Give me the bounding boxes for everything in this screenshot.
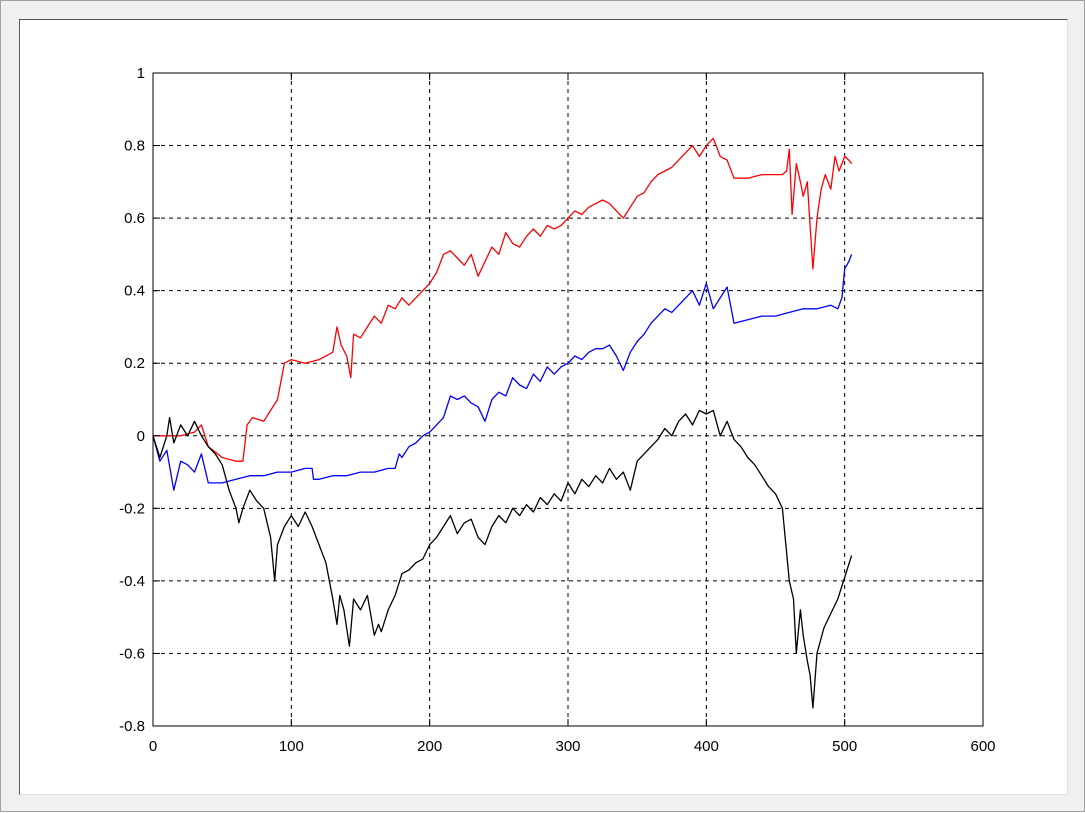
x-tick-label: 400: [694, 738, 719, 755]
series-lines: [152, 137, 853, 709]
series-line: [152, 409, 853, 709]
y-tick-label: -0.8: [119, 718, 145, 735]
x-tick-label: 100: [279, 738, 304, 755]
y-tick-label: 0.4: [124, 283, 145, 300]
series-line: [152, 254, 853, 491]
y-tick-label: 0: [137, 428, 145, 445]
x-tick-label: 200: [417, 738, 442, 755]
tick-labels: 0 100 200 300 400 500 600 -0.8 -0.6 -0.4 -0.2 0 0.2 0…: [119, 65, 995, 755]
x-tick-label: 600: [970, 738, 995, 755]
x-tick-label: 300: [555, 738, 580, 755]
x-tick-label: 500: [832, 738, 857, 755]
y-tick-label: 0.8: [124, 138, 145, 155]
series-line: [153, 137, 853, 462]
grid-lines: [153, 73, 983, 726]
y-tick-label: 1: [137, 65, 145, 82]
axis-ticks: [152, 72, 984, 727]
y-tick-label: 0.6: [124, 210, 145, 227]
y-tick-label: -0.2: [119, 500, 145, 517]
y-tick-label: -0.4: [119, 573, 145, 590]
x-tick-label: 0: [149, 738, 157, 755]
y-tick-label: -0.6: [119, 645, 145, 662]
y-tick-label: 0.2: [124, 355, 145, 372]
